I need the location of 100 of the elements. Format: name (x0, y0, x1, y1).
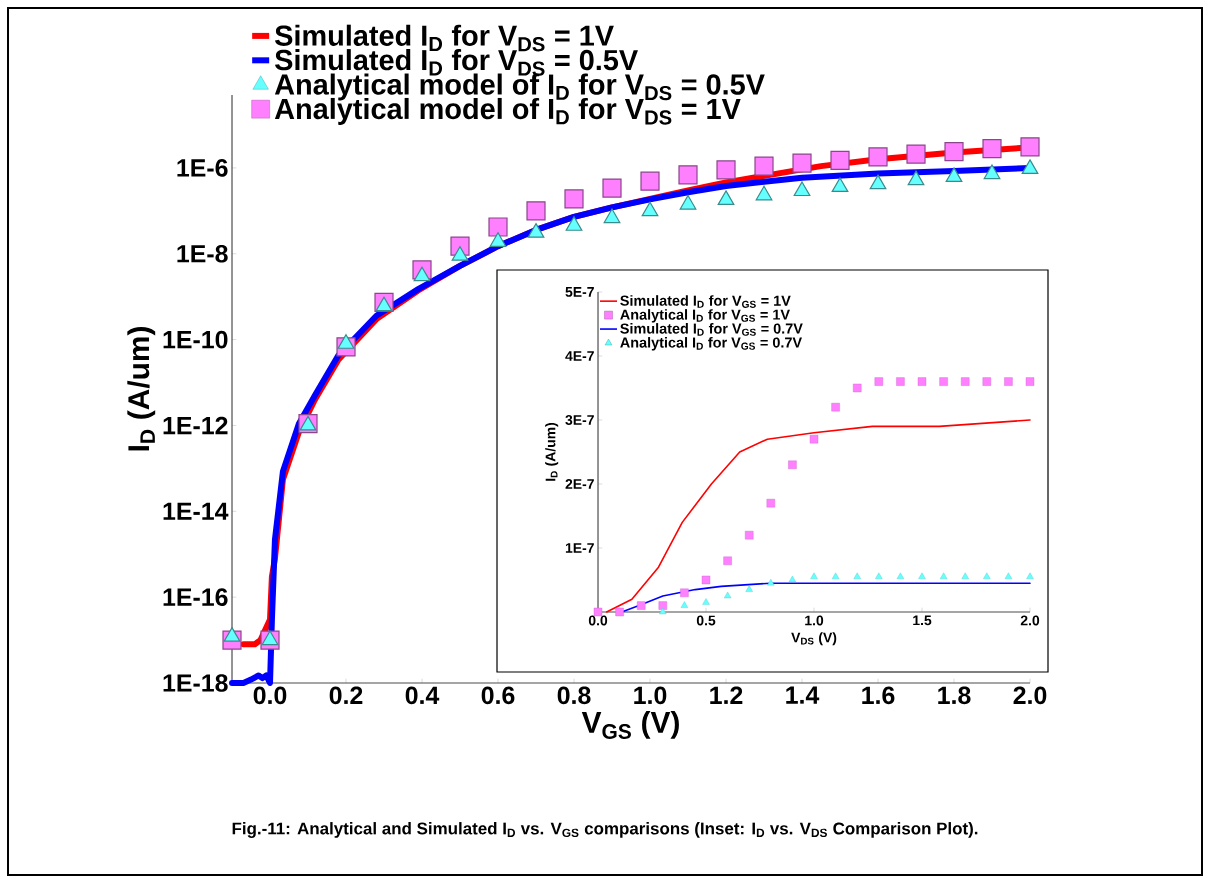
point (944, 142, 964, 162)
point (745, 585, 753, 592)
point (788, 460, 797, 469)
point (1026, 572, 1034, 579)
point (982, 377, 992, 386)
point (809, 434, 819, 444)
point (680, 601, 689, 608)
y-tick-label: 1E-16 (163, 588, 228, 606)
point (659, 607, 667, 615)
point (853, 383, 862, 393)
point (602, 178, 622, 198)
point (983, 164, 1001, 180)
point (565, 216, 583, 231)
x-tick-label: 0.0 (253, 686, 287, 705)
point (788, 575, 797, 583)
point (1025, 377, 1035, 386)
point (527, 223, 545, 238)
x-axis-title: V$_{DS}$ (V) (791, 632, 837, 646)
point (640, 171, 660, 191)
point (853, 572, 861, 579)
y-tick-label: 1E-8 (177, 244, 228, 263)
x-tick-label: 0.8 (557, 686, 591, 705)
point (767, 578, 775, 586)
point (745, 530, 754, 540)
y-tick-label: 3E-7 (565, 415, 594, 425)
y-tick-label: 1E-10 (163, 330, 228, 349)
point (917, 377, 927, 386)
x-tick-label: 2.0 (1013, 686, 1047, 705)
y-tick-label: 1E-12 (163, 416, 228, 435)
point (678, 165, 698, 185)
point (754, 156, 774, 176)
point (717, 190, 735, 205)
x-tick-label: 0.2 (329, 686, 363, 705)
point (939, 377, 948, 386)
y-tick-label: 1E-6 (177, 159, 228, 177)
point (831, 177, 849, 193)
point (896, 572, 905, 579)
x-tick-label: 1.5 (913, 615, 932, 626)
x-tick-label: 0.4 (405, 686, 440, 705)
x-tick-label: 2.0 (1020, 615, 1040, 626)
point (337, 334, 355, 349)
x-tick-label: 1.6 (862, 686, 895, 705)
y-tick-label: 1E-18 (163, 674, 228, 692)
point (830, 150, 850, 170)
y-tick-label: 5E-7 (565, 287, 594, 297)
y-tick-label: 4E-7 (565, 351, 594, 361)
point (615, 607, 624, 617)
point (488, 217, 508, 237)
y-tick-label: 1E-14 (163, 502, 229, 520)
point (918, 572, 926, 579)
x-tick-label: 1.4 (786, 686, 820, 704)
point (766, 498, 776, 508)
point (658, 601, 668, 610)
x-axis-title: V$_{GS}$ (V) (581, 710, 679, 739)
point (868, 147, 888, 167)
point (875, 572, 883, 579)
point (907, 170, 925, 186)
x-tick-label: 1.8 (938, 686, 971, 705)
point (1004, 572, 1013, 579)
point (983, 572, 991, 579)
x-tick-label: 1.2 (710, 686, 743, 704)
legend-label: Simulated I$_{D}$ for V$_{GS}$ = 0.7V (620, 323, 803, 336)
point (723, 591, 732, 599)
point (831, 572, 840, 579)
point (945, 167, 963, 182)
point (961, 377, 970, 386)
point (755, 185, 773, 201)
point (716, 160, 736, 180)
x-tick-label: 1.0 (634, 686, 667, 705)
point (896, 377, 905, 386)
point (906, 144, 926, 164)
legend-label: Simulated I$_{D}$ for V$_{GS}$ = 1V (620, 295, 791, 308)
y-axis-title: I$_{D}$ (A/um) (127, 327, 156, 451)
x-tick-label: 0.0 (588, 615, 608, 626)
point (223, 627, 241, 642)
y-tick-label: 2E-7 (565, 479, 594, 489)
point (413, 266, 431, 282)
point (723, 556, 732, 565)
x-tick-label: 1.0 (805, 615, 824, 626)
point (451, 246, 469, 261)
legend-label: Analytical I$_{D}$ for V$_{GS}$ = 0.7V (620, 337, 802, 351)
point (489, 232, 507, 247)
y-tick-label: 1E-7 (565, 543, 594, 553)
point (1021, 159, 1039, 174)
text: Fig.-11: Analytical and Simulated I$_{D}$ vs. V$_{GS}$ comparisons (Inset: I$_{D}$ vs. V$_{DS}$ Comparison Plot). (232, 822, 978, 838)
point (641, 201, 659, 217)
point (874, 377, 884, 386)
point (679, 194, 697, 210)
point (939, 572, 948, 579)
point (603, 208, 621, 224)
point (792, 153, 812, 173)
point (1020, 137, 1040, 157)
x-tick-label: 0.5 (696, 615, 716, 626)
point (831, 402, 840, 412)
point (702, 598, 710, 605)
point (1004, 377, 1013, 386)
line-series (605, 419, 1031, 613)
point (526, 201, 546, 221)
point (982, 139, 1002, 159)
point (564, 189, 584, 209)
